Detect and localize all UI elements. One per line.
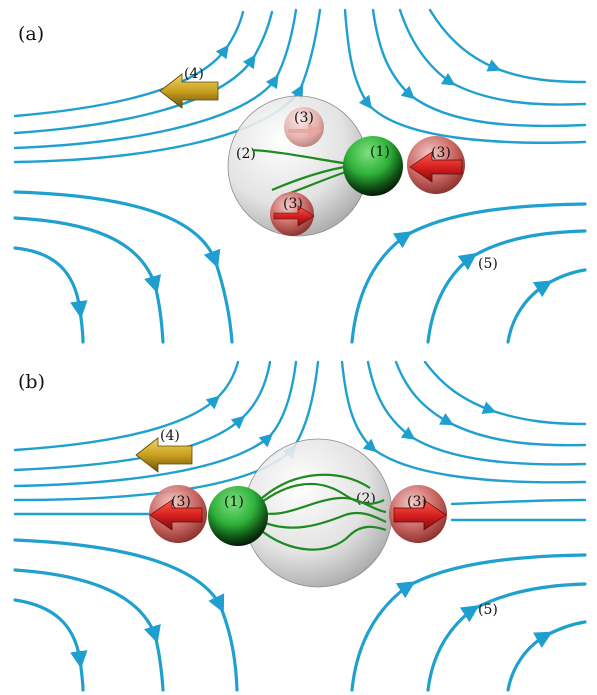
panel-b-force-right: (3) bbox=[389, 485, 447, 543]
panel-b-flow-field bbox=[13, 360, 587, 692]
panel-b-swim-arrow-icon bbox=[135, 437, 193, 473]
panel-a-cell-body bbox=[343, 136, 403, 196]
panel-b-swim-label: (4) bbox=[160, 428, 180, 444]
panel-b-cell-body-label: (1) bbox=[224, 494, 244, 510]
panel-a-cell-body-label: (1) bbox=[370, 144, 390, 160]
panel-a-force-right-label: (3) bbox=[431, 145, 451, 161]
panel-a-force-top-label: (3) bbox=[294, 110, 314, 126]
panel-b-flow-label: (5) bbox=[478, 602, 498, 618]
panel-a-label: (a) bbox=[18, 23, 44, 45]
panel-a-flow-field bbox=[13, 8, 587, 344]
panel-a-force-bottom-label: (3) bbox=[283, 196, 303, 212]
panel-a-swim-arrow-icon bbox=[159, 73, 219, 109]
panel-a-force-right: (3) bbox=[407, 136, 465, 194]
panel-a: (a) (4) (2) bbox=[13, 8, 587, 344]
panel-a-force-bottom: (3) bbox=[270, 192, 315, 236]
panel-b-force-right-label: (3) bbox=[407, 494, 427, 510]
panel-b-filaments bbox=[257, 473, 387, 551]
panel-b-force-left-label: (3) bbox=[171, 494, 191, 510]
panel-a-swim-label: (4) bbox=[184, 66, 204, 82]
panel-a-flow-label: (5) bbox=[478, 256, 498, 272]
panel-a-membrane-label: (2) bbox=[236, 146, 256, 162]
panel-b-force-left: (3) bbox=[149, 485, 207, 543]
panel-a-force-top: (3) bbox=[284, 107, 324, 147]
panel-b-cell-body bbox=[208, 486, 268, 546]
panel-b-label: (b) bbox=[18, 371, 45, 393]
panel-b: (b) (4) bbox=[13, 360, 587, 692]
